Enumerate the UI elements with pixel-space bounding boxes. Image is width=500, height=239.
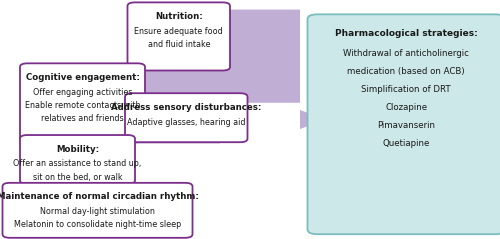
Text: Withdrawal of anticholinergic: Withdrawal of anticholinergic <box>344 49 469 58</box>
Text: Simplification of DRT: Simplification of DRT <box>362 85 451 94</box>
FancyBboxPatch shape <box>308 14 500 234</box>
Text: Offer an assistance to stand up,: Offer an assistance to stand up, <box>14 159 141 168</box>
Text: Nutrition:: Nutrition: <box>155 12 202 21</box>
FancyBboxPatch shape <box>128 2 230 71</box>
Text: Mobility:: Mobility: <box>56 145 99 154</box>
Text: and fluid intake: and fluid intake <box>148 40 210 49</box>
Text: Pharmacological strategies:: Pharmacological strategies: <box>335 29 478 38</box>
Text: Offer engaging activities: Offer engaging activities <box>33 88 132 97</box>
Text: Clozapine: Clozapine <box>385 103 428 112</box>
FancyBboxPatch shape <box>2 183 192 238</box>
Polygon shape <box>35 10 325 182</box>
Text: Adaptive glasses, hearing aid: Adaptive glasses, hearing aid <box>127 118 246 127</box>
FancyBboxPatch shape <box>125 93 248 142</box>
FancyBboxPatch shape <box>20 135 135 184</box>
Text: Cognitive engagement:: Cognitive engagement: <box>26 73 140 82</box>
Text: medication (based on ACB): medication (based on ACB) <box>348 67 465 76</box>
Text: relatives and friends: relatives and friends <box>41 114 124 123</box>
Text: Normal day-light stimulation: Normal day-light stimulation <box>40 207 155 216</box>
Text: sit on the bed, or walk: sit on the bed, or walk <box>32 173 122 182</box>
FancyBboxPatch shape <box>20 63 145 142</box>
Text: Enable remote contacts with: Enable remote contacts with <box>25 101 140 110</box>
Text: Maintenance of normal circadian rhythm:: Maintenance of normal circadian rhythm: <box>0 192 198 201</box>
Text: Pimavanserin: Pimavanserin <box>378 121 435 130</box>
Text: Address sensory disturbances:: Address sensory disturbances: <box>111 103 262 112</box>
Text: Ensure adequate food: Ensure adequate food <box>134 27 223 36</box>
Text: Melatonin to consolidate night-time sleep: Melatonin to consolidate night-time slee… <box>14 220 181 229</box>
Text: Quetiapine: Quetiapine <box>382 139 430 148</box>
